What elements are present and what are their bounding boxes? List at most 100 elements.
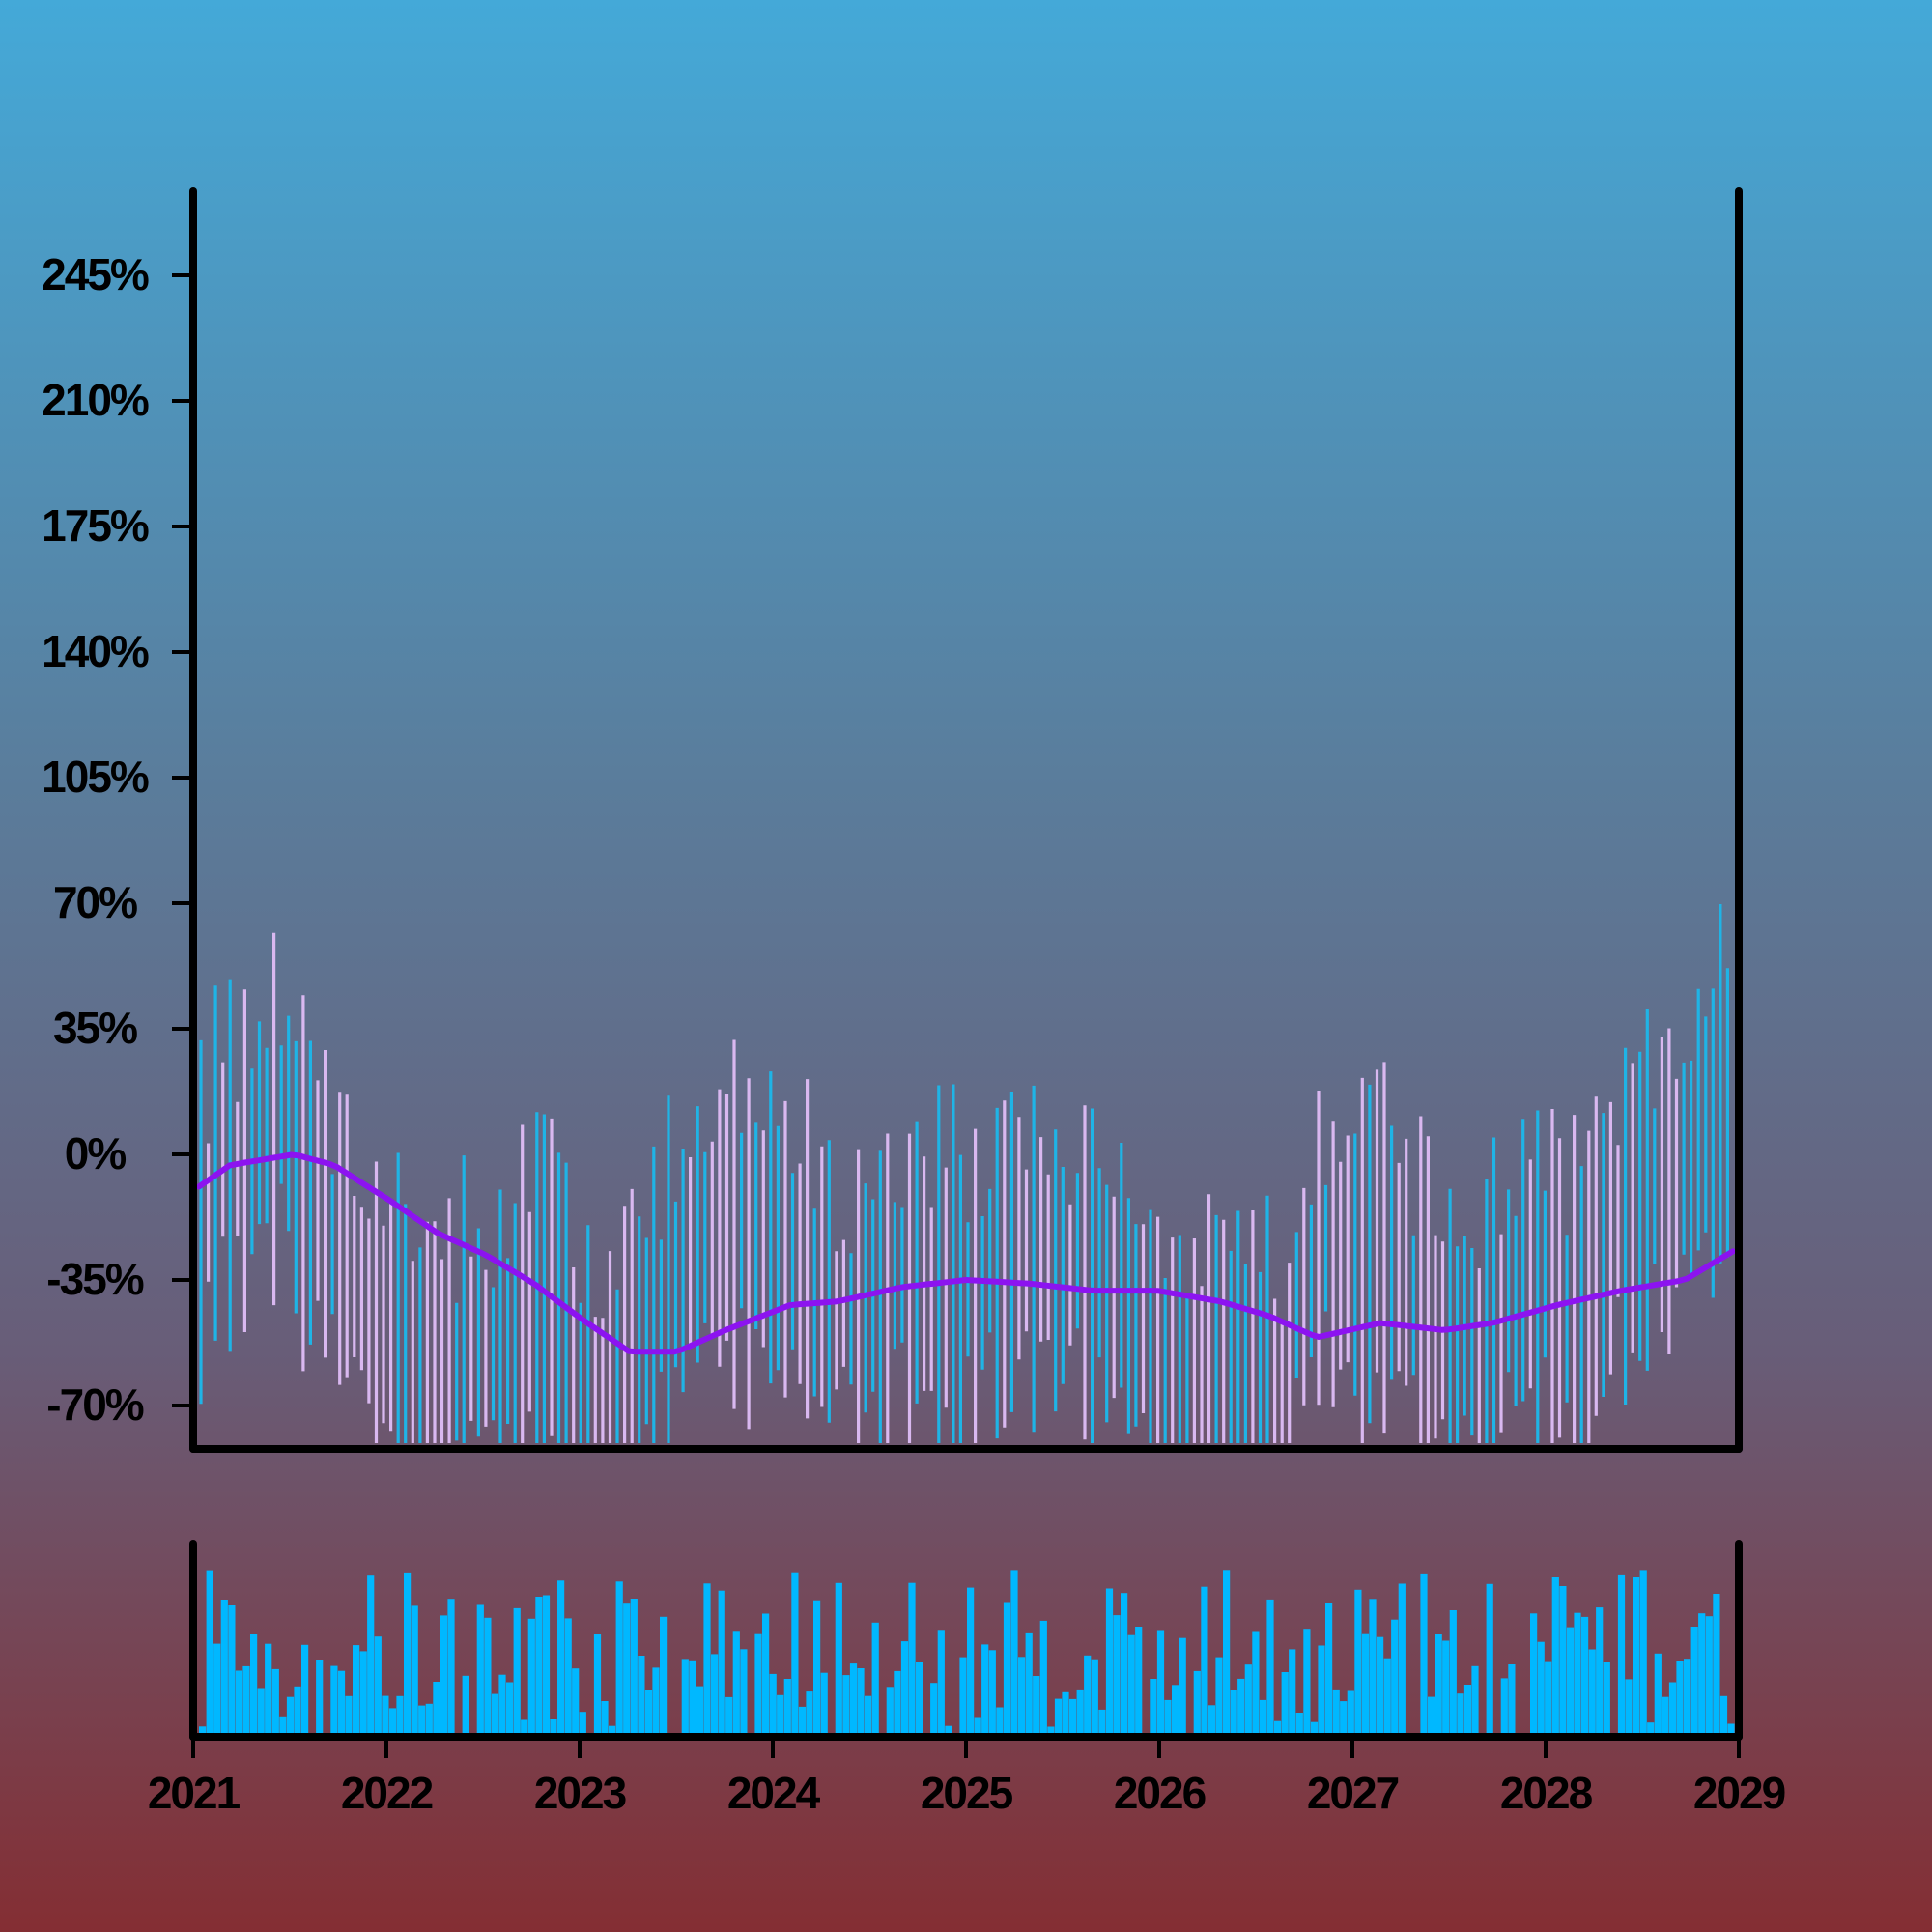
- volume-bar: [1332, 1689, 1340, 1737]
- volume-bar: [1471, 1665, 1479, 1737]
- volume-bar: [242, 1665, 250, 1737]
- volume-bar: [1054, 1698, 1063, 1737]
- volume-bar: [916, 1662, 923, 1737]
- volume-bar: [981, 1644, 989, 1737]
- volume-bar: [1647, 1722, 1655, 1737]
- volume-bar: [1179, 1637, 1186, 1737]
- volume-bar: [945, 1725, 952, 1737]
- volume-bar: [783, 1679, 791, 1737]
- volume-bar: [601, 1701, 609, 1737]
- volume-bar: [1047, 1726, 1055, 1737]
- volume-bar: [1719, 1695, 1728, 1737]
- volume-bar: [1442, 1640, 1450, 1737]
- volume-bar: [1289, 1649, 1296, 1737]
- volume-bar: [1281, 1672, 1289, 1737]
- volume-bar: [506, 1682, 514, 1737]
- volume-bar: [1069, 1698, 1077, 1737]
- volume-bars: [199, 1570, 1735, 1737]
- volume-bar: [1457, 1693, 1464, 1737]
- y-tick-label: 245%: [42, 249, 149, 299]
- volume-bar: [388, 1708, 397, 1737]
- x-tick-label: 2028: [1500, 1768, 1593, 1818]
- volume-bar: [1303, 1629, 1311, 1737]
- volume-bar: [1361, 1633, 1370, 1737]
- volume-bar: [1435, 1634, 1442, 1737]
- moving-average-line: [196, 1151, 1736, 1355]
- volume-bar: [1113, 1615, 1121, 1737]
- volume-bar: [206, 1570, 213, 1737]
- volume-bar: [535, 1597, 543, 1737]
- volume-bar: [1559, 1586, 1567, 1737]
- volume-bar: [213, 1643, 221, 1737]
- volume-bar: [1156, 1630, 1165, 1737]
- volume-bar: [908, 1582, 916, 1737]
- volume-bar: [1676, 1661, 1684, 1737]
- volume-bar: [1340, 1701, 1348, 1737]
- volume-bar: [857, 1668, 865, 1737]
- volume-bar: [1463, 1685, 1472, 1737]
- volume-bar: [521, 1719, 528, 1737]
- volume-bar: [1318, 1645, 1325, 1737]
- volume-bar: [930, 1683, 938, 1737]
- volume-bar: [1654, 1653, 1662, 1737]
- volume-bar: [1172, 1685, 1179, 1737]
- volume-bar: [433, 1682, 440, 1737]
- x-tick-label: 2026: [1114, 1768, 1206, 1818]
- volume-bar: [425, 1703, 433, 1737]
- volume-bar: [294, 1686, 301, 1737]
- volume-bar: [711, 1654, 719, 1737]
- volume-bar: [527, 1618, 535, 1737]
- volume-bar: [345, 1695, 353, 1737]
- volume-bar: [1551, 1577, 1559, 1737]
- volume-bar: [689, 1660, 696, 1737]
- volume-bar: [974, 1717, 981, 1737]
- volume-bar: [353, 1645, 360, 1737]
- volume-bar: [1193, 1670, 1201, 1737]
- volume-bar: [1617, 1574, 1626, 1737]
- volume-bar: [1668, 1682, 1677, 1737]
- volume-bar: [1639, 1570, 1647, 1737]
- volume-bar: [1098, 1709, 1106, 1737]
- volume-bar: [1091, 1659, 1098, 1737]
- volume-bar: [1164, 1699, 1172, 1737]
- volume-bar: [1581, 1616, 1589, 1737]
- volume-bar: [1215, 1657, 1223, 1737]
- x-axis-ticks: 2021 2022 2023 2024 2025 2026 2027 2028 2029: [148, 1737, 1787, 1818]
- volume-bar: [732, 1631, 740, 1737]
- volume-bar: [894, 1670, 901, 1737]
- x-tick-label: 2023: [534, 1768, 626, 1818]
- x-tick-label: 2021: [148, 1768, 241, 1818]
- price-bars: [199, 904, 1730, 1443]
- volume-bar: [623, 1603, 631, 1737]
- volume-bar: [1537, 1641, 1545, 1737]
- y-tick-label: -35%: [46, 1254, 143, 1304]
- volume-bar: [301, 1644, 309, 1737]
- volume-bar: [462, 1675, 469, 1737]
- x-tick-label: 2029: [1693, 1768, 1785, 1818]
- volume-bar: [842, 1675, 850, 1737]
- y-tick-label: 210%: [42, 375, 149, 425]
- volume-bar: [959, 1657, 967, 1737]
- volume-bar: [337, 1670, 346, 1737]
- volume-bar: [404, 1572, 412, 1737]
- volume-bar: [382, 1695, 389, 1737]
- volume-bar: [330, 1665, 338, 1737]
- x-tick-label: 2025: [921, 1768, 1013, 1818]
- volume-bar: [791, 1572, 799, 1737]
- y-tick-label: 35%: [53, 1003, 137, 1053]
- volume-bar: [1237, 1678, 1245, 1737]
- volume-bar: [1347, 1690, 1354, 1737]
- volume-bar: [1259, 1699, 1267, 1737]
- volume-bar: [1295, 1713, 1303, 1737]
- volume-bar: [1428, 1696, 1435, 1737]
- volume-bar: [265, 1643, 272, 1737]
- volume-bar: [1603, 1662, 1610, 1737]
- volume-bar: [703, 1583, 711, 1737]
- volume-bar: [1449, 1610, 1457, 1737]
- volume-bar: [769, 1673, 777, 1737]
- volume-bar: [484, 1617, 492, 1737]
- y-tick-label: 175%: [42, 500, 149, 551]
- volume-bar: [542, 1595, 551, 1737]
